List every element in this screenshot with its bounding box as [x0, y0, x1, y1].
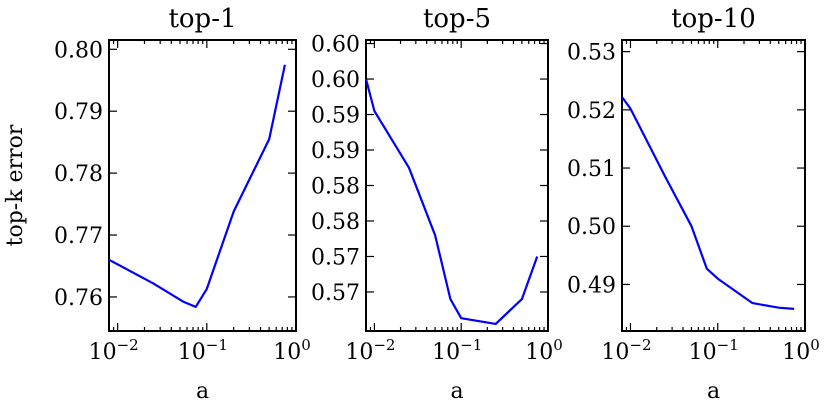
y-axis-label: top-k error	[3, 124, 28, 246]
y-tick-label: 0.57	[311, 245, 360, 270]
series-line	[364, 78, 539, 325]
axes-frame	[108, 39, 297, 332]
y-tick-label: 0.77	[54, 224, 103, 249]
y-tick-label: 0.60	[311, 68, 360, 93]
y-tick-label: 0.79	[54, 100, 103, 125]
chart-title: top-10	[671, 4, 756, 34]
panel-top-5: top-5 0.57 0.57 0.58 0.58 0.59 0.59 0.60 0.60 10−…	[311, 4, 563, 404]
y-tick-label: 0.59	[311, 104, 360, 129]
y-tick-label: 0.52	[567, 99, 616, 124]
chart-title: top-5	[423, 4, 491, 34]
y-tick-label: 0.78	[54, 162, 103, 187]
x-tick-label: 10−2	[345, 336, 395, 365]
y-tick-label: 0.49	[567, 273, 616, 298]
x-tick-label: 100	[525, 336, 563, 365]
x-tick-label: 10−1	[178, 336, 228, 365]
x-tick-label: 10−2	[601, 336, 651, 365]
x-axis-label: a	[450, 379, 463, 404]
panel-top-10: top-10 0.49 0.50 0.51 0.52 0.53 10−2 10−1 100 a	[567, 4, 820, 404]
y-tick-label: 0.59	[311, 139, 360, 164]
y-tick-label: 0.50	[567, 215, 616, 240]
panel-top-1: top-1 0.76 0.77 0.78 0.79 0.80 10−2 10−1 100 a top…	[3, 4, 311, 404]
x-axis-label: a	[196, 379, 209, 404]
x-tick-label: 100	[782, 336, 820, 365]
y-tick-label: 0.60	[311, 33, 360, 58]
y-tick-label: 0.53	[567, 41, 616, 66]
y-tick-label: 0.58	[311, 175, 360, 200]
y-tick-label: 0.76	[54, 286, 103, 311]
x-tick-label: 10−2	[89, 336, 139, 365]
chart-title: top-1	[168, 4, 236, 34]
series-line	[621, 96, 795, 310]
series-line	[108, 64, 286, 308]
y-tick-label: 0.57	[311, 281, 360, 306]
y-tick-label: 0.58	[311, 210, 360, 235]
x-axis-label: a	[707, 379, 720, 404]
axes-frame	[365, 39, 549, 332]
y-tick-label: 0.51	[567, 157, 616, 182]
x-tick-label: 100	[273, 336, 311, 365]
x-tick-label: 10−1	[432, 336, 482, 365]
y-tick-label: 0.80	[54, 38, 103, 63]
axes-frame	[621, 39, 806, 332]
x-tick-label: 10−1	[689, 336, 739, 365]
